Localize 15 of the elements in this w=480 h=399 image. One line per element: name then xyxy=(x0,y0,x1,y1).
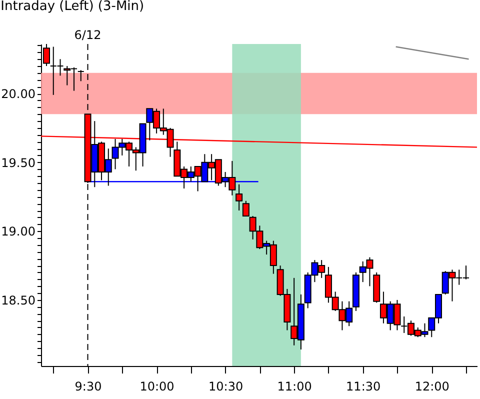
x-tick-label: 10:00 xyxy=(140,380,174,394)
candlestick xyxy=(236,184,243,212)
candlestick xyxy=(242,200,250,217)
y-tick-label: 20.00 xyxy=(1,87,36,102)
x-tick-label: 10:30 xyxy=(208,380,244,394)
x-tick-label: 11:30 xyxy=(346,380,381,394)
y-tick-label: 19.50 xyxy=(1,156,36,170)
candlestick xyxy=(77,70,84,82)
x-tick-label: 9:30 xyxy=(74,380,102,394)
y-tick-label: 19.00 xyxy=(1,224,36,239)
chart-title: Intraday (Left) (3-Min) xyxy=(0,0,144,14)
x-tick-label: 11:00 xyxy=(277,380,312,394)
x-tick-label: 12:00 xyxy=(414,380,450,394)
y-tick-label: 18.50 xyxy=(1,293,36,308)
text: 6/12 xyxy=(74,28,102,42)
